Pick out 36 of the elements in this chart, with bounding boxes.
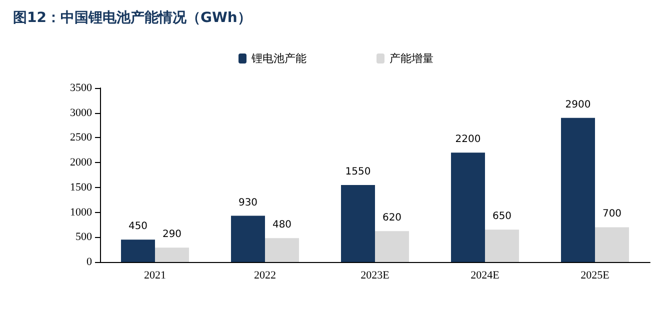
legend-label: 产能增量 bbox=[390, 52, 434, 65]
data-label: 650 bbox=[492, 211, 512, 222]
chart-title: 图12：中国锂电池产能情况（GWh） bbox=[13, 9, 252, 26]
y-tick-label: 1000 bbox=[70, 206, 92, 218]
bar bbox=[155, 248, 189, 262]
data-label: 450 bbox=[128, 221, 148, 232]
legend-label: 锂电池产能 bbox=[250, 52, 306, 65]
bar bbox=[375, 231, 409, 262]
x-tick-label: 2022 bbox=[254, 270, 276, 282]
data-label: 930 bbox=[238, 197, 258, 208]
y-tick-label: 1500 bbox=[70, 181, 92, 194]
y-tick-label: 2000 bbox=[70, 156, 92, 169]
bar bbox=[561, 118, 595, 262]
y-tick-label: 2500 bbox=[70, 132, 92, 144]
data-label: 480 bbox=[272, 220, 292, 231]
data-label: 1550 bbox=[345, 166, 371, 178]
y-tick-label: 3000 bbox=[70, 106, 92, 119]
data-label: 620 bbox=[382, 212, 402, 224]
data-label: 290 bbox=[162, 229, 182, 240]
x-tick-label: 2024E bbox=[470, 270, 500, 282]
bar bbox=[451, 152, 485, 262]
bar bbox=[595, 227, 629, 262]
x-tick-label: 2025E bbox=[580, 270, 610, 282]
y-tick-label: 0 bbox=[86, 256, 92, 268]
bar bbox=[231, 216, 265, 262]
bar bbox=[265, 238, 299, 262]
data-label: 2900 bbox=[565, 99, 591, 110]
data-label: 2200 bbox=[455, 134, 481, 146]
y-tick-label: 500 bbox=[76, 231, 92, 244]
bar bbox=[341, 184, 375, 262]
x-tick-label: 2021 bbox=[144, 270, 166, 282]
bar bbox=[121, 240, 155, 262]
bar bbox=[485, 230, 519, 262]
x-tick-label: 2023E bbox=[360, 270, 390, 282]
data-label: 700 bbox=[602, 208, 622, 220]
y-tick-label: 3500 bbox=[70, 82, 92, 94]
